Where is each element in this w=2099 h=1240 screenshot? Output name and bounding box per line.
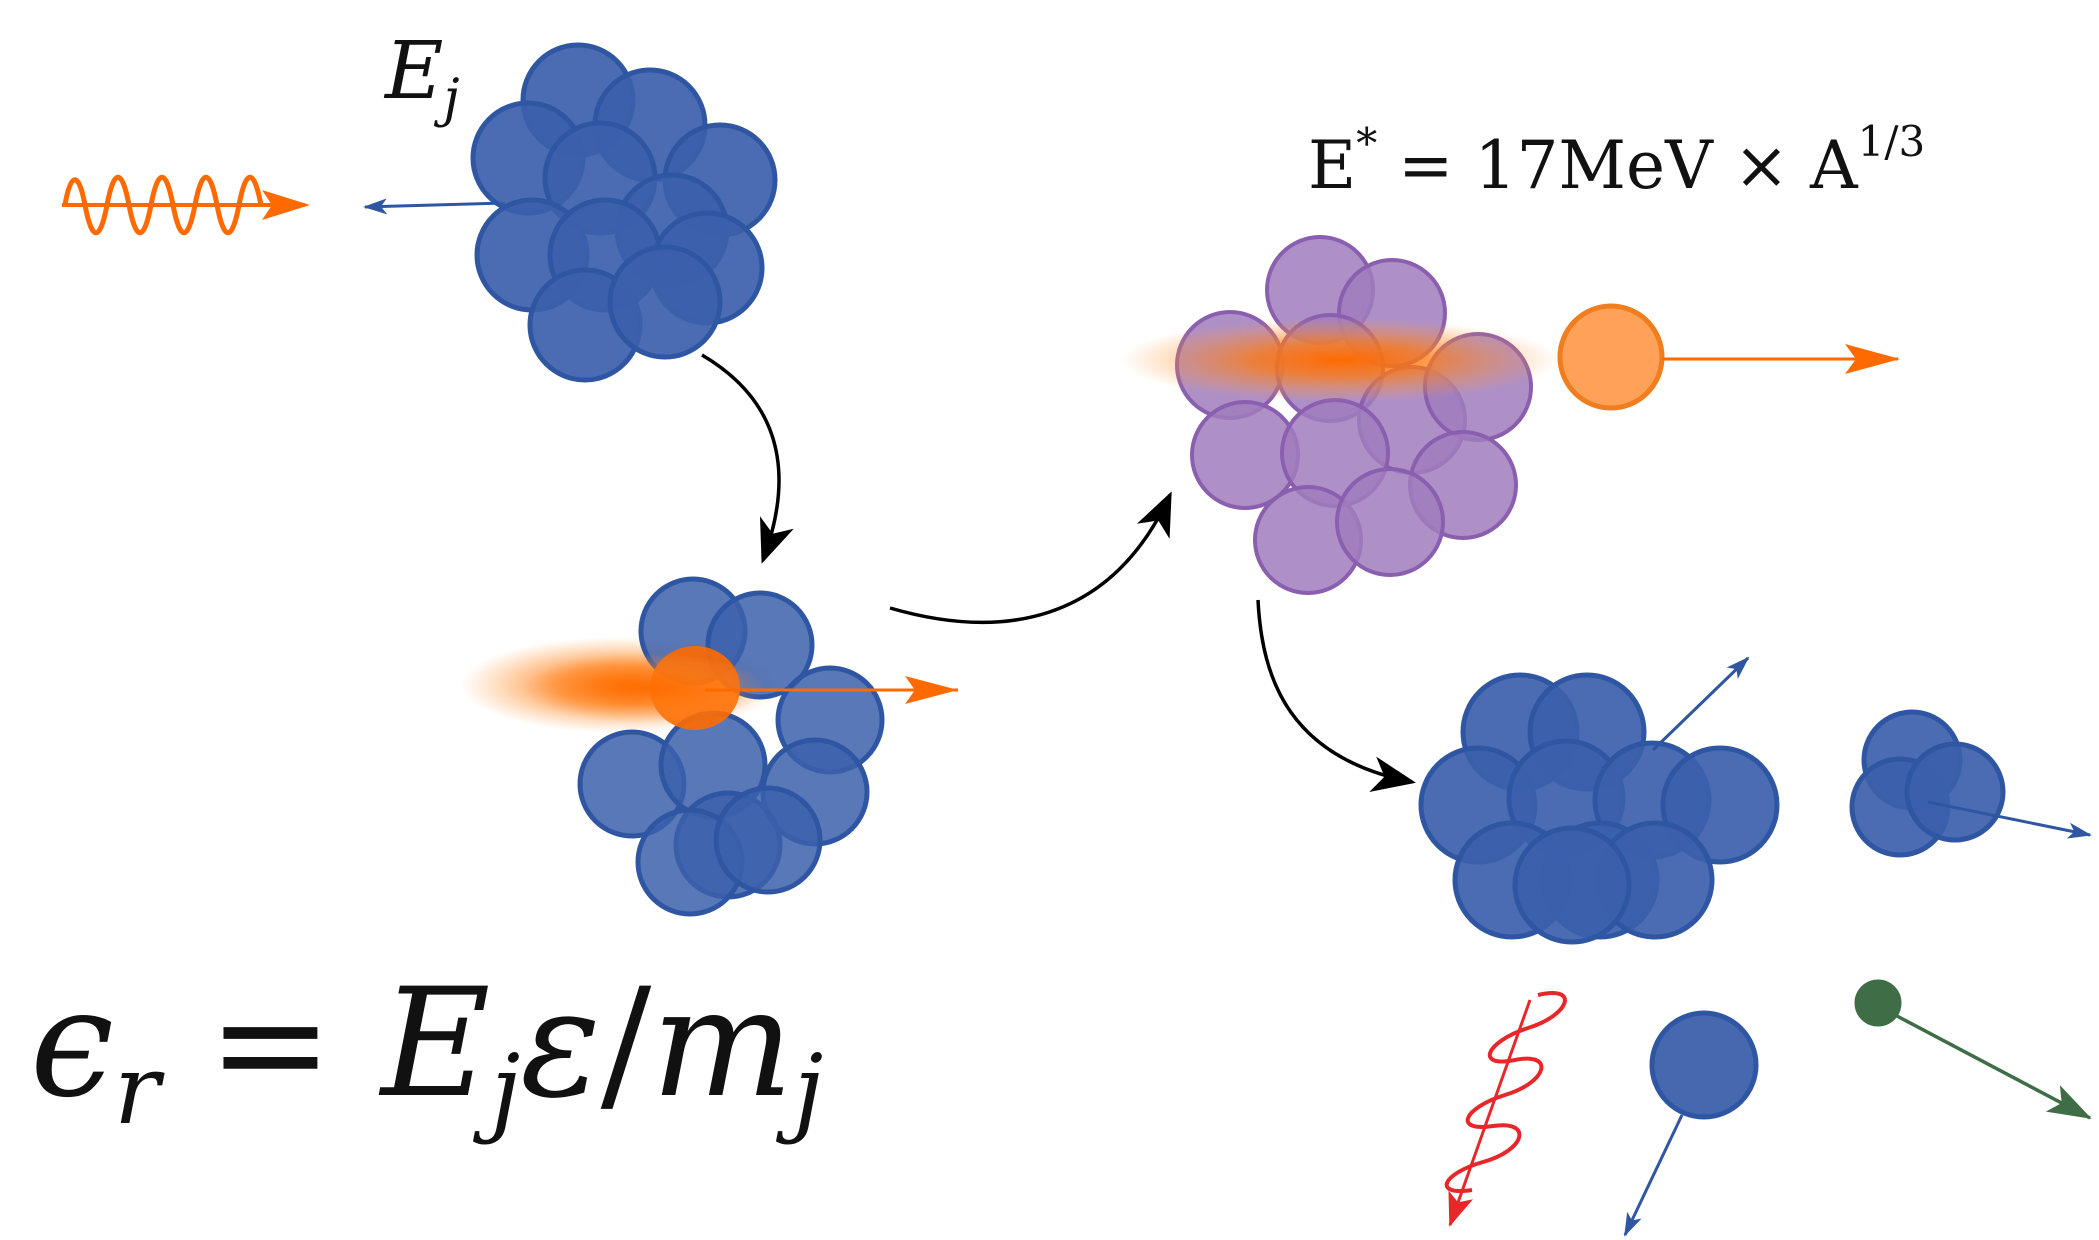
neutron-icon xyxy=(1623,1010,1759,1237)
recoil-energy-formula: ϵr = Ejε/mj xyxy=(30,957,823,1146)
excited-nucleus-icon xyxy=(460,576,958,917)
recoil-arrow-icon xyxy=(363,198,506,215)
compound-nucleus-icon xyxy=(1120,235,1560,595)
excitation-energy-label: E* = 17MeV × A1/3 xyxy=(1308,117,1925,204)
curved-arrow-icon-3 xyxy=(1256,599,1416,792)
emitted-gamma-wave-icon xyxy=(1444,991,1567,1227)
fragment-nucleus-icon xyxy=(1418,672,1780,945)
curved-arrow-icon-1 xyxy=(701,353,794,564)
emitted-particle-icon xyxy=(1557,303,1900,411)
small-fragment-arrow-icon xyxy=(1927,800,2092,839)
ej-label: Ej xyxy=(383,24,460,129)
light-particle-icon xyxy=(1854,979,2092,1120)
fragment-arrow-icon xyxy=(1651,656,1750,752)
initial-nucleus-icon xyxy=(470,42,778,383)
small-fragment-icon xyxy=(1849,709,2006,858)
incoming-gamma-wave-icon xyxy=(62,174,310,236)
curved-arrow-icon-2 xyxy=(889,491,1172,625)
